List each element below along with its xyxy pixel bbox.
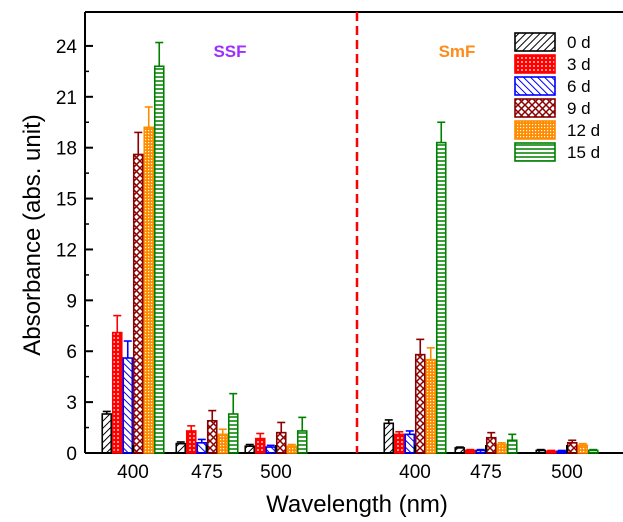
legend-label: 9 d [567,99,591,118]
y-tick-label: 12 [56,240,77,261]
bar [196,442,208,454]
bar [265,446,277,454]
y-axis: 0 3 6 9 12 15 18 21 24 [56,37,93,465]
y-tick-label: 18 [56,139,77,160]
bar [122,357,134,454]
y-tick-label: 21 [56,88,77,109]
y-tick-label: 9 [66,291,77,312]
bar [464,449,476,454]
bar [132,153,144,454]
bar [244,445,256,454]
x-tick-label: 500 [551,462,583,483]
x-tick-label: 400 [117,462,149,483]
x-tick-label: 400 [399,462,431,483]
y-tick-label: 0 [66,444,77,465]
bars [101,12,599,454]
bar [545,450,557,454]
y-tick-label: 3 [66,393,77,414]
bar [175,442,187,454]
x-axis-label: Wavelength (nm) [266,491,448,518]
x-tick-label: 475 [470,462,502,483]
bar [425,358,437,454]
bar [556,450,568,454]
legend-label: 12 d [567,121,600,140]
bar [383,422,395,454]
bar [296,430,308,454]
y-tick-label: 6 [66,342,77,363]
y-tick-label: 24 [56,37,78,58]
y-tick-label: 15 [56,190,77,211]
bar [566,442,578,454]
bar [153,65,165,454]
bar [286,445,298,454]
bar [217,433,229,454]
legend-label: 3 d [567,55,591,74]
bar [143,126,155,454]
legend-swatch [514,98,556,118]
panel-label-ssf: SSF [213,42,246,61]
bar [496,443,508,454]
bar [275,431,287,454]
bar [435,141,447,454]
bar [577,444,589,454]
y-axis-label: Absorbance (abs. unit) [19,114,46,355]
bar [475,449,487,454]
legend-swatch [514,142,556,162]
bar [404,433,416,454]
bar [506,439,518,454]
bar [185,430,197,454]
bar [111,331,123,454]
bar [254,437,266,454]
bar [454,447,466,454]
legend-label: 6 d [567,77,591,96]
plot-frame [84,11,623,454]
bar [485,436,497,454]
x-axis: 400 475 500 400 475 500 [117,445,583,483]
bar [414,353,426,454]
bar [206,419,218,454]
bar [587,449,599,454]
x-tick-label: 475 [191,462,223,483]
panel-label-smf: SmF [439,42,476,61]
bar [227,413,239,454]
x-tick-label: 500 [260,462,292,483]
legend: 0 d 3 d 6 d 9 d 12 d 15 d [514,32,600,162]
bar [393,433,405,454]
bar [535,449,547,454]
legend-swatch [514,54,556,74]
legend-swatch [514,32,556,52]
bar [101,413,113,454]
legend-swatch [514,76,556,96]
legend-swatch [514,120,556,140]
legend-label: 15 d [567,143,600,162]
legend-label: 0 d [567,33,591,52]
